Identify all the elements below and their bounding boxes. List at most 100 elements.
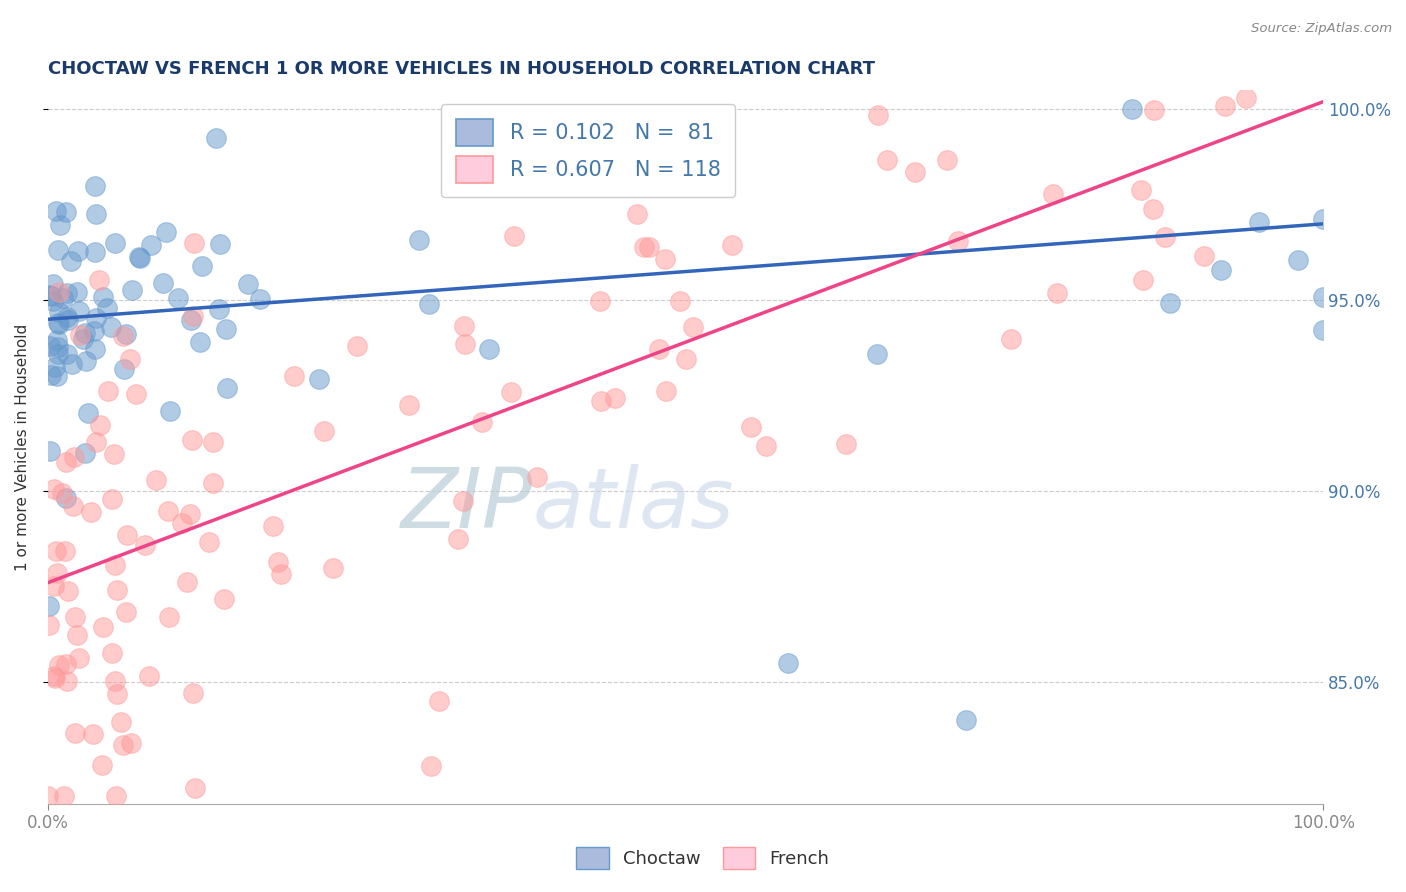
Point <box>183 235 205 250</box>
Point <box>204 130 226 145</box>
Point <box>1312 212 1334 227</box>
Point <box>83 179 105 194</box>
Point <box>138 668 160 682</box>
Point <box>84 434 107 449</box>
Point <box>38 617 60 632</box>
Point <box>118 352 141 367</box>
Point <box>39 287 62 301</box>
Point <box>1159 296 1181 310</box>
Point <box>184 780 207 795</box>
Point <box>170 516 193 530</box>
Point <box>454 337 477 351</box>
Point <box>157 610 180 624</box>
Point <box>1234 91 1257 105</box>
Point <box>62 499 84 513</box>
Point <box>42 579 65 593</box>
Point <box>110 714 132 729</box>
Text: atlas: atlas <box>533 464 734 545</box>
Point <box>93 290 115 304</box>
Legend: Choctaw, French: Choctaw, French <box>568 838 838 879</box>
Point <box>55 657 77 672</box>
Point <box>46 347 69 361</box>
Point <box>181 433 204 447</box>
Point <box>128 250 150 264</box>
Point <box>179 507 201 521</box>
Point <box>876 153 898 168</box>
Point <box>1000 333 1022 347</box>
Point <box>48 658 70 673</box>
Point <box>103 447 125 461</box>
Point <box>101 492 124 507</box>
Point <box>721 238 744 252</box>
Point <box>37 789 59 804</box>
Point <box>44 483 66 497</box>
Point <box>1153 229 1175 244</box>
Point <box>45 333 67 347</box>
Point <box>1312 290 1334 304</box>
Point <box>117 528 139 542</box>
Point <box>56 674 79 689</box>
Point <box>66 628 89 642</box>
Point <box>86 311 108 326</box>
Point <box>208 236 231 251</box>
Point <box>1143 103 1166 118</box>
Point <box>180 312 202 326</box>
Point <box>669 293 692 308</box>
Point <box>48 305 70 319</box>
Point <box>75 326 97 340</box>
Point <box>238 277 260 291</box>
Point <box>111 329 134 343</box>
Point <box>1211 263 1233 277</box>
Point <box>55 347 77 361</box>
Point <box>63 726 86 740</box>
Point <box>52 291 75 305</box>
Point <box>55 455 77 469</box>
Point <box>39 289 62 303</box>
Point <box>181 309 204 323</box>
Point <box>655 384 678 398</box>
Point <box>835 437 858 451</box>
Point <box>107 583 129 598</box>
Point <box>589 294 612 309</box>
Point <box>66 244 89 258</box>
Point <box>1194 249 1216 263</box>
Point <box>155 225 177 239</box>
Point <box>675 352 697 367</box>
Point <box>249 292 271 306</box>
Point <box>420 759 443 773</box>
Point <box>44 671 66 685</box>
Point <box>73 446 96 460</box>
Point <box>38 339 60 353</box>
Point <box>42 294 65 309</box>
Point <box>308 372 330 386</box>
Point <box>48 317 70 331</box>
Point <box>501 385 523 400</box>
Point <box>69 327 91 342</box>
Point <box>53 789 76 804</box>
Point <box>1046 64 1069 78</box>
Point <box>83 244 105 259</box>
Point <box>270 566 292 581</box>
Point <box>66 285 89 300</box>
Point <box>212 592 235 607</box>
Point <box>1312 323 1334 337</box>
Point <box>112 361 135 376</box>
Point <box>65 610 87 624</box>
Point <box>90 758 112 772</box>
Point <box>134 538 156 552</box>
Text: ZIP: ZIP <box>401 464 533 545</box>
Point <box>91 619 114 633</box>
Point <box>49 218 72 232</box>
Point <box>408 233 430 247</box>
Point <box>1132 273 1154 287</box>
Point <box>51 485 73 500</box>
Point <box>53 544 76 558</box>
Point <box>188 335 211 350</box>
Point <box>60 357 83 371</box>
Point <box>60 254 83 268</box>
Point <box>55 286 77 301</box>
Point <box>447 532 470 546</box>
Point <box>503 229 526 244</box>
Point <box>104 558 127 573</box>
Point <box>104 674 127 689</box>
